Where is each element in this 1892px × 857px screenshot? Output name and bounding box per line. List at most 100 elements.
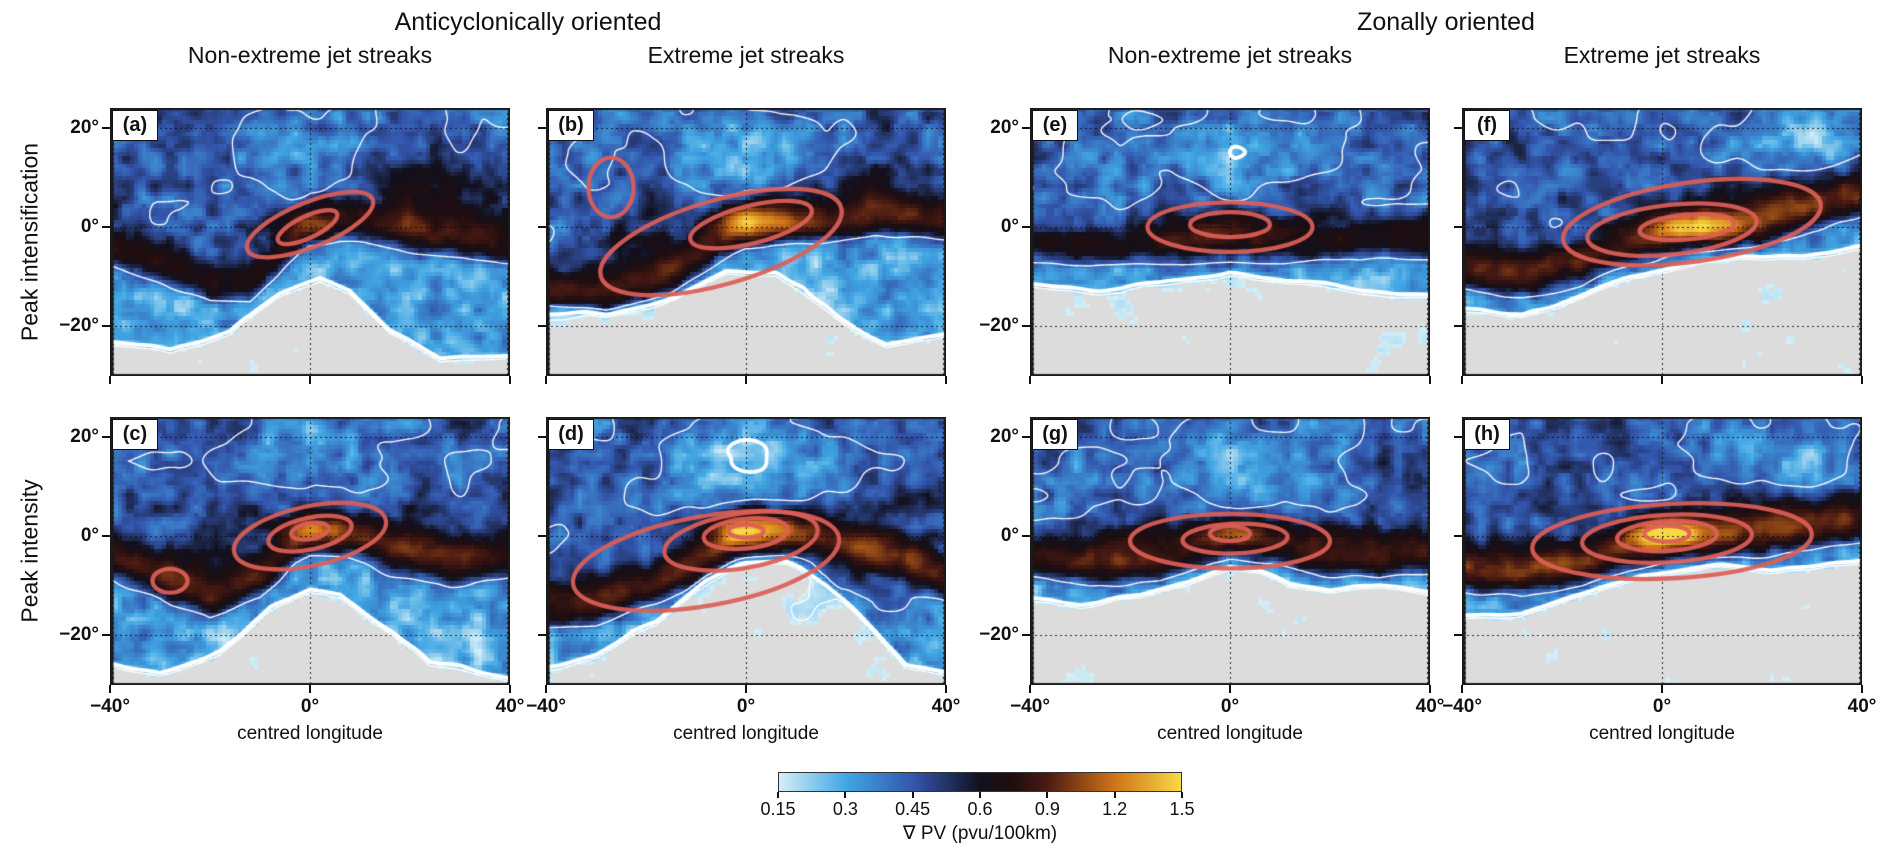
column-title-2: Extreme jet streaks <box>647 42 845 68</box>
panel-c-heatmap <box>110 417 510 685</box>
y-tick-label: −20° <box>59 624 99 646</box>
x-tick-mark <box>1461 685 1463 693</box>
y-tick-mark <box>538 126 546 129</box>
colorbar-tick-mark <box>844 792 847 798</box>
colorbar-tick-label: 0.45 <box>895 799 931 819</box>
y-tick-mark <box>1022 634 1030 637</box>
x-tick-mark <box>309 376 311 384</box>
y-tick-label: 20° <box>990 425 1019 447</box>
y-tick-label: 0° <box>80 525 99 547</box>
x-tick-mark <box>1861 376 1863 384</box>
y-tick-mark <box>102 634 110 637</box>
panel-a-label: (a) <box>112 110 158 141</box>
colorbar-tick-label: 1.2 <box>1102 799 1128 819</box>
x-tick-mark <box>1861 685 1863 693</box>
x-tick-mark <box>109 685 111 693</box>
colorbar-tick-label: 0.6 <box>967 799 993 819</box>
panel-b-label: (b) <box>548 110 594 141</box>
y-tick-mark <box>538 435 546 438</box>
x-axis-label: centred longitude <box>1589 723 1735 744</box>
x-tick-mark <box>1229 376 1231 384</box>
y-tick-mark <box>538 226 546 229</box>
x-tick-label: 0° <box>1652 696 1672 717</box>
panel-a-heatmap <box>110 108 510 376</box>
x-tick-label: −40° <box>1010 696 1050 717</box>
group-title-zonal: Zonally oriented <box>1357 8 1535 36</box>
y-tick-mark <box>1454 126 1462 129</box>
colorbar-tick-label: 1.5 <box>1169 799 1195 819</box>
x-axis-label: centred longitude <box>1157 723 1303 744</box>
y-tick-mark <box>538 325 546 328</box>
x-tick-mark <box>509 685 511 693</box>
group-title-anticyclonic: Anticyclonically oriented <box>394 8 662 36</box>
x-tick-mark <box>1661 685 1663 693</box>
x-tick-mark <box>1429 376 1431 384</box>
column-title-1: Non-extreme jet streaks <box>187 42 433 68</box>
x-tick-mark <box>545 376 547 384</box>
panel-g-label: (g) <box>1032 419 1078 450</box>
y-tick-label: 20° <box>70 116 99 138</box>
y-tick-label: 20° <box>990 116 1019 138</box>
colorbar-gradient <box>779 773 1181 791</box>
x-tick-label: 40° <box>931 696 961 717</box>
y-tick-mark <box>1454 226 1462 229</box>
y-tick-label: 20° <box>70 425 99 447</box>
panel-e-heatmap <box>1030 108 1430 376</box>
column-title-4: Extreme jet streaks <box>1563 42 1761 68</box>
x-axis-label: centred longitude <box>673 723 819 744</box>
panel-f-heatmap <box>1462 108 1862 376</box>
panel-d-label: (d) <box>548 419 594 450</box>
x-tick-mark <box>1429 685 1431 693</box>
x-tick-label: 0° <box>300 696 320 717</box>
colorbar-tick-mark <box>777 792 779 798</box>
y-tick-label: −20° <box>979 315 1019 337</box>
panel-e-label: (e) <box>1032 110 1078 141</box>
x-tick-mark <box>1229 685 1231 693</box>
panel-h-label: (h) <box>1464 419 1510 450</box>
colorbar-tick-mark <box>1181 792 1183 798</box>
x-tick-mark <box>1661 376 1663 384</box>
y-tick-mark <box>102 435 110 438</box>
colorbar <box>778 772 1182 792</box>
y-tick-label: 0° <box>1000 216 1019 238</box>
y-tick-mark <box>1022 435 1030 438</box>
y-tick-mark <box>1022 325 1030 328</box>
x-tick-mark <box>309 685 311 693</box>
panel-f-label: (f) <box>1464 110 1510 141</box>
x-tick-label: 0° <box>1220 696 1240 717</box>
x-tick-mark <box>109 376 111 384</box>
y-tick-mark <box>102 226 110 229</box>
y-tick-mark <box>1022 535 1030 538</box>
x-tick-mark <box>509 376 511 384</box>
x-tick-label: 40° <box>495 696 525 717</box>
y-tick-mark <box>1454 634 1462 637</box>
y-tick-mark <box>538 535 546 538</box>
x-tick-mark <box>1029 376 1031 384</box>
colorbar-tick-mark <box>979 792 981 798</box>
x-tick-mark <box>545 685 547 693</box>
x-tick-mark <box>745 376 747 384</box>
x-tick-label: 40° <box>1847 696 1877 717</box>
y-tick-mark <box>1454 435 1462 438</box>
y-tick-mark <box>1022 126 1030 129</box>
colorbar-tick-label: 0.9 <box>1034 799 1060 819</box>
colorbar-tick-label: 0.15 <box>760 799 796 819</box>
x-tick-label: −40° <box>1442 696 1482 717</box>
x-tick-label: 40° <box>1415 696 1445 717</box>
y-tick-label: −20° <box>979 624 1019 646</box>
colorbar-tick-label: 0.3 <box>832 799 858 819</box>
x-tick-label: −40° <box>90 696 130 717</box>
y-tick-mark <box>1022 226 1030 229</box>
x-tick-mark <box>1029 685 1031 693</box>
y-tick-label: 0° <box>1000 525 1019 547</box>
row-label-peak-intensification: Peak intensification <box>16 142 43 342</box>
y-tick-mark <box>102 535 110 538</box>
colorbar-tick-mark <box>1113 792 1116 798</box>
y-tick-mark <box>1454 535 1462 538</box>
colorbar-label: ∇ PV (pvu/100km) <box>902 823 1058 844</box>
y-tick-mark <box>1454 325 1462 328</box>
x-axis-label: centred longitude <box>237 723 383 744</box>
x-tick-mark <box>1461 376 1463 384</box>
y-tick-mark <box>538 634 546 637</box>
